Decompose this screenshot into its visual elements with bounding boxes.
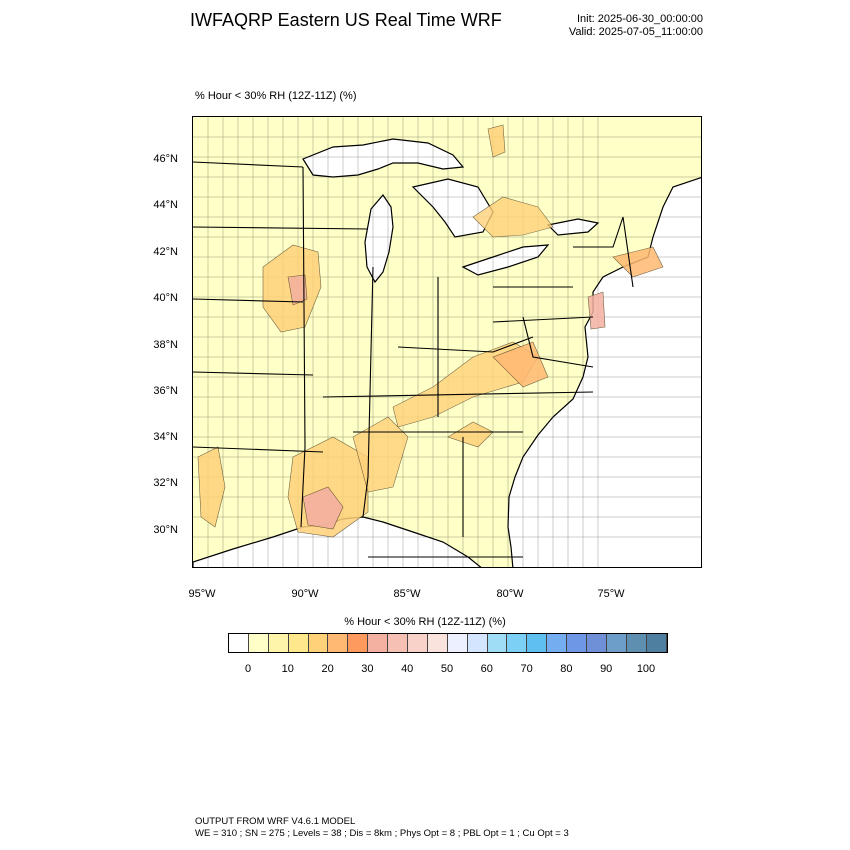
colorbar-swatch bbox=[288, 634, 309, 652]
lat-label: 34°N bbox=[153, 431, 178, 443]
lon-label: 85°W bbox=[393, 588, 421, 600]
colorbar-swatch bbox=[567, 634, 588, 652]
colorbar-swatch bbox=[268, 634, 289, 652]
colorbar-swatch bbox=[408, 634, 428, 652]
lon-label: 95°W bbox=[188, 588, 216, 600]
colorbar-swatch bbox=[348, 634, 369, 652]
model-footer: OUTPUT FROM WRF V4.6.1 MODEL WE = 310 ; … bbox=[195, 816, 569, 840]
state-borders bbox=[193, 161, 634, 558]
lake-ontario bbox=[546, 218, 600, 236]
lake-erie bbox=[461, 244, 550, 276]
map-svg bbox=[193, 117, 701, 567]
lat-label: 46°N bbox=[153, 153, 178, 165]
lake-michigan bbox=[364, 194, 394, 284]
lat-label: 36°N bbox=[153, 385, 178, 397]
colorbar-tick-label: 100 bbox=[636, 663, 656, 675]
colorbar-tick-label: 30 bbox=[361, 663, 374, 675]
colorbar-swatch bbox=[587, 634, 607, 652]
colorbar-tick-label: 50 bbox=[440, 663, 454, 675]
time-info: Init: 2025-06-30_00:00:00 Valid: 2025-07… bbox=[569, 13, 703, 39]
colorbar-swatch bbox=[606, 634, 627, 652]
colorbar-tick-label: 70 bbox=[520, 663, 533, 675]
colorbar-tick-label: 90 bbox=[600, 663, 613, 675]
lat-label: 38°N bbox=[153, 339, 178, 351]
colorbar-swatch bbox=[368, 634, 389, 652]
colorbar-swatch bbox=[248, 634, 269, 652]
lat-label: 30°N bbox=[153, 524, 178, 536]
colorbar-swatch bbox=[467, 634, 488, 652]
colorbar-tick-label: 80 bbox=[560, 663, 573, 675]
colorbar-swatch bbox=[487, 634, 508, 652]
init-time: Init: 2025-06-30_00:00:00 bbox=[577, 13, 703, 25]
colorbar-swatch bbox=[507, 634, 528, 652]
lat-label: 42°N bbox=[153, 246, 178, 258]
valid-time: Valid: 2025-07-05_11:00:00 bbox=[568, 26, 703, 38]
plot-title: IWFAQRP Eastern US Real Time WRF bbox=[190, 10, 502, 30]
map-plot bbox=[192, 116, 702, 568]
colorbar-tick-label: 10 bbox=[281, 663, 294, 675]
lon-label: 75°W bbox=[597, 588, 625, 600]
colorbar-swatch bbox=[388, 634, 409, 652]
colorbar-tick-label: 60 bbox=[480, 663, 493, 675]
colorbar-tick-label: 40 bbox=[401, 663, 414, 675]
colorbar-swatch bbox=[547, 634, 568, 652]
colorbar-swatch bbox=[308, 634, 329, 652]
lon-label: 80°W bbox=[496, 588, 524, 600]
colorbar-swatch bbox=[328, 634, 349, 652]
footer-model: OUTPUT FROM WRF V4.6.1 MODEL bbox=[195, 816, 356, 827]
footer-config: WE = 310 ; SN = 275 ; Levels = 38 ; Dis … bbox=[195, 828, 569, 839]
colorbar-tick-label: 20 bbox=[321, 663, 334, 675]
colorbar-swatch bbox=[427, 634, 448, 652]
colorbar-swatch bbox=[229, 634, 249, 652]
rh-shading bbox=[197, 124, 664, 538]
panel-label: % Hour < 30% RH (12Z-11Z) (%) bbox=[195, 90, 357, 102]
lat-label: 40°N bbox=[153, 292, 178, 304]
lon-label: 90°W bbox=[291, 588, 319, 600]
colorbar-swatch bbox=[626, 634, 647, 652]
colorbar-title: % Hour < 30% RH (12Z-11Z) (%) bbox=[344, 616, 506, 628]
colorbar-tick-label: 0 bbox=[244, 663, 252, 675]
colorbar bbox=[228, 633, 668, 653]
county-lines bbox=[193, 117, 701, 567]
colorbar-swatch bbox=[646, 634, 667, 652]
colorbar-swatch bbox=[527, 634, 548, 652]
colorbar-swatch bbox=[447, 634, 468, 652]
lat-label: 32°N bbox=[153, 477, 178, 489]
lat-label: 44°N bbox=[153, 199, 178, 211]
